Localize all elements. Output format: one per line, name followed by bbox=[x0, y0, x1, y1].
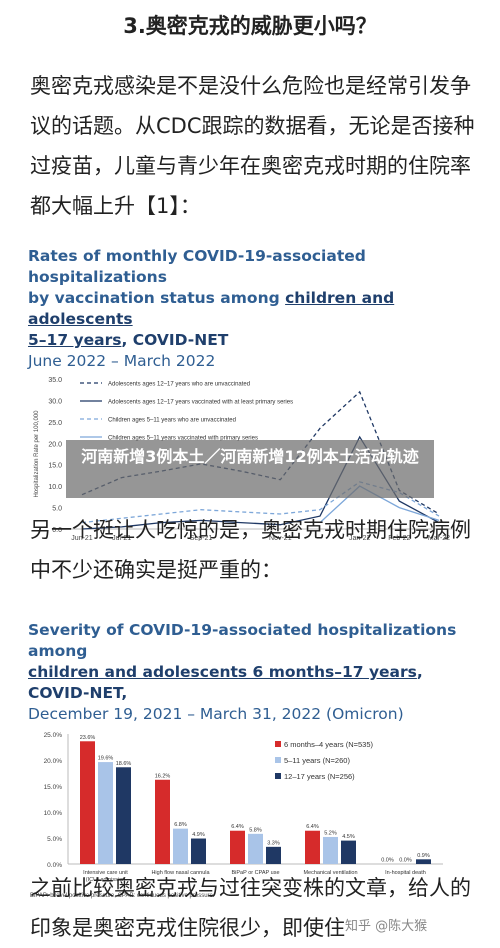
article-heading: 3.奥密克戎的威胁更小吗？ bbox=[123, 14, 377, 38]
line-xtick-label: Jul-21 bbox=[112, 535, 131, 541]
bar-data-label: 6.8% bbox=[174, 822, 187, 828]
bar-mark bbox=[248, 833, 263, 864]
line-ytick-label: 25.0 bbox=[48, 420, 62, 427]
bar-category-label-line2: (ICU) admission bbox=[86, 877, 125, 883]
watermark-text: 知乎 @陈大猴 bbox=[345, 919, 428, 934]
bar-data-label: 0.9% bbox=[417, 853, 430, 859]
bar-mark bbox=[191, 838, 206, 864]
bar-legend-label: 6 months–4 years (N=535) bbox=[284, 740, 374, 749]
bar-category-label: High flow nasal cannula bbox=[151, 870, 210, 876]
line-chart-card: Rates of monthly COVID-19-associated hos… bbox=[28, 246, 478, 545]
bar-mark bbox=[173, 828, 188, 864]
bar-data-label: 6.4% bbox=[306, 824, 319, 830]
bar-data-label: 19.6% bbox=[98, 756, 114, 762]
bar-data-label: 4.9% bbox=[192, 832, 205, 838]
bar-mark bbox=[416, 859, 431, 864]
bar-category-label: Mechanical ventilation bbox=[303, 870, 357, 876]
bar-data-label: 5.8% bbox=[249, 827, 262, 833]
bar-legend-label: 5–11 years (N=260) bbox=[284, 756, 350, 765]
paragraph-3: 之前比较奥密克戎与过往突变株的文章，给人的印象是奥密克戎住院很少，即使住 bbox=[30, 876, 471, 940]
line-xtick-label: Sep-21 bbox=[190, 535, 213, 541]
line-xtick-label: Feb-22 bbox=[388, 535, 410, 541]
bar-mark bbox=[155, 779, 170, 864]
bar-ytick-label: 0.0% bbox=[47, 862, 62, 869]
bar-chart: 0.0% 5.0% 10.0% 15.0% 20.0% 25.0% 23.6% 19.6%18… bbox=[30, 732, 443, 899]
line-ytick-label: 15.0 bbox=[48, 463, 62, 470]
bar-data-label: 18.6% bbox=[116, 761, 132, 767]
line-legend-label: Children ages 5–11 years who are unvacci… bbox=[108, 418, 236, 424]
bar-category-label: BiPaP or CPAP use bbox=[232, 870, 280, 876]
bar-ytick-label: 5.0% bbox=[47, 836, 62, 843]
line-xtick-label: Jun-21 bbox=[71, 535, 93, 541]
line-legend-label: Children ages 5–11 years vaccinated with… bbox=[108, 436, 258, 442]
bar-data-label: 4.5% bbox=[342, 834, 355, 840]
line-xtick-label: Nov-21 bbox=[269, 535, 292, 541]
bar-chart-title: Severity of COVID-19-associated hospital… bbox=[28, 621, 457, 702]
paragraph-2: 另一个挺让人吃惊的是，奥密克戎时期住院病例中不少还确实是挺严重的： bbox=[30, 518, 471, 582]
line-ytick-label: 10.0 bbox=[48, 484, 62, 491]
line-ytick-label: 30.0 bbox=[48, 398, 62, 405]
bar-ytick-label: 25.0% bbox=[44, 732, 63, 739]
bar-data-label: 3.3% bbox=[267, 840, 280, 846]
bar-mark bbox=[98, 762, 113, 864]
line-xtick-label: Jan-22 bbox=[349, 535, 371, 541]
bar-legend-swatch bbox=[275, 741, 281, 747]
bar-legend-swatch bbox=[275, 773, 281, 779]
line-ytick-label: 35.0 bbox=[48, 377, 62, 384]
paragraph-1: 奥密克戎感染是不是没什么危险也是经常引发争议的话题。从CDC跟踪的数据看，无论是… bbox=[30, 74, 475, 218]
line-xtick-label: Mar-22 bbox=[428, 535, 450, 541]
bar-mark bbox=[266, 846, 281, 864]
bar-data-label: 23.6% bbox=[80, 735, 96, 741]
bar-legend-label: 12–17 years (N=256) bbox=[284, 772, 355, 781]
bar-chart-card: Severity of COVID-19-associated hospital… bbox=[28, 620, 478, 908]
line-ytick-label: 5.0 bbox=[52, 506, 62, 513]
bar-data-label: 0.0% bbox=[381, 858, 394, 864]
bar-mark bbox=[116, 767, 131, 864]
bar-category-label: Intensive care unit bbox=[83, 870, 128, 876]
bar-data-label: 6.4% bbox=[231, 824, 244, 830]
bar-ytick-label: 10.0% bbox=[44, 810, 63, 817]
bar-ytick-label: 20.0% bbox=[44, 758, 63, 765]
line-ylabel: Hospitalization Rate per 100,000 bbox=[34, 410, 40, 498]
bar-mark bbox=[341, 840, 356, 864]
bar-data-label: 0.0% bbox=[399, 858, 412, 864]
bar-mark bbox=[305, 830, 320, 864]
bar-data-label: 16.2% bbox=[155, 773, 171, 779]
line-ytick-label: 0.0 bbox=[52, 527, 62, 534]
line-ytick-label: 20.0 bbox=[48, 441, 62, 448]
bar-footnote: BiPAP: bilevel positive pressure, CPAP: … bbox=[30, 893, 215, 899]
line-legend-label: Adolescents ages 12–17 years who are unv… bbox=[108, 382, 250, 388]
bar-ytick-label: 15.0% bbox=[44, 784, 63, 791]
bar-category-label: In-hospital death bbox=[385, 870, 426, 876]
bar-data-label: 5.2% bbox=[324, 830, 337, 836]
line-legend-label: Adolescents ages 12–17 years vaccinated … bbox=[108, 400, 293, 406]
news-caption-overlay: 河南新增3例本土／河南新增12例本土活动轨迹 bbox=[66, 440, 434, 498]
bar-chart-subtitle: December 19, 2021 – March 31, 2022 (Omic… bbox=[28, 705, 404, 723]
bar-legend-swatch bbox=[275, 757, 281, 763]
line-chart-subtitle: June 2022 – March 2022 bbox=[28, 352, 216, 370]
line-chart-title: Rates of monthly COVID-19-associated hos… bbox=[28, 247, 395, 349]
bar-mark bbox=[230, 830, 245, 864]
bar-mark bbox=[80, 741, 95, 864]
bar-mark bbox=[323, 836, 338, 864]
